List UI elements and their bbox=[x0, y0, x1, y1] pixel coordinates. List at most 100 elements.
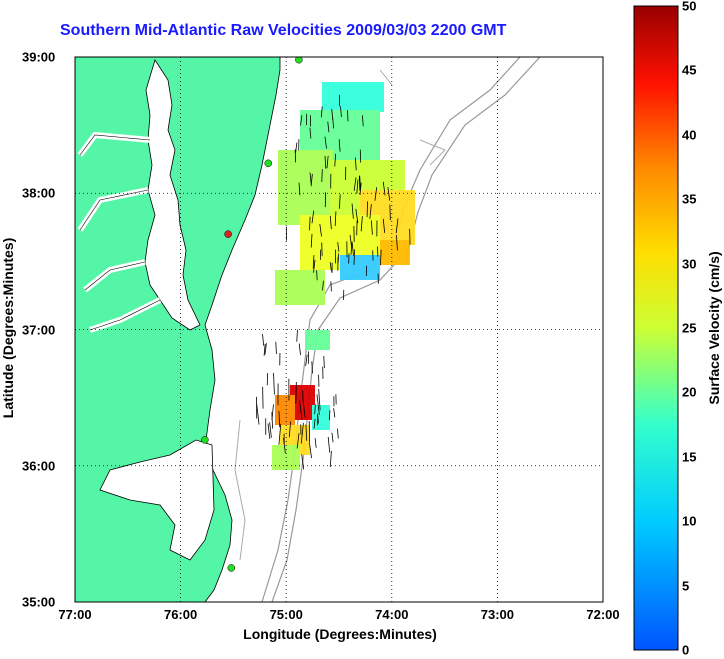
x-tick-label: 74:00 bbox=[375, 607, 409, 622]
hf-radar-stations bbox=[201, 57, 303, 572]
velocity-arrow bbox=[380, 249, 382, 266]
velocity-arrow bbox=[369, 204, 372, 219]
velocity-arrow bbox=[310, 233, 313, 248]
velocity-arrow bbox=[271, 412, 273, 429]
velocity-arrow bbox=[264, 343, 267, 355]
colorbar-tick: 15 bbox=[682, 449, 697, 465]
velocity-arrow bbox=[275, 341, 277, 354]
velocity-arrow bbox=[334, 211, 337, 226]
plot-frame bbox=[74, 56, 604, 603]
velocity-arrow bbox=[301, 454, 305, 470]
grid-lines bbox=[75, 57, 603, 602]
velocity-arrow bbox=[311, 361, 313, 374]
velocity-arrow bbox=[329, 262, 332, 272]
velocity-arrow bbox=[340, 106, 342, 118]
y-tick-label: 37:00 bbox=[22, 322, 56, 337]
velocity-arrow bbox=[353, 177, 357, 191]
velocity-arrow bbox=[324, 136, 327, 149]
velocity-arrow bbox=[267, 423, 271, 439]
colorbar-tick: 40 bbox=[682, 127, 697, 143]
velocity-arrow bbox=[263, 343, 266, 356]
velocity-arrow bbox=[318, 389, 321, 411]
velocity-arrow bbox=[395, 218, 399, 234]
colorbar bbox=[633, 5, 679, 651]
y-tick-label: 39:00 bbox=[22, 49, 56, 65]
colorbar-tick: 30 bbox=[682, 256, 697, 272]
velocity-arrow bbox=[329, 215, 332, 230]
y-axis-label: Latitude (Degrees:Minutes) bbox=[0, 237, 16, 419]
velocity-arrow bbox=[309, 443, 312, 459]
velocity-arrow bbox=[278, 423, 282, 445]
colorbar-tick: 20 bbox=[682, 384, 697, 400]
radar-station-marker bbox=[201, 436, 209, 444]
velocity-arrow bbox=[309, 127, 312, 139]
velocity-arrow bbox=[387, 187, 391, 201]
velocity-arrow bbox=[354, 157, 357, 171]
x-tick-label: 73:00 bbox=[480, 607, 515, 622]
colorbar-tick: 45 bbox=[682, 62, 697, 78]
velocity-arrow bbox=[283, 437, 286, 454]
velocity-arrow bbox=[323, 355, 325, 369]
bathymetry-contour-2 bbox=[271, 57, 541, 602]
velocity-arrow bbox=[351, 242, 354, 256]
velocity-arrow bbox=[358, 176, 361, 191]
velocity-arrow bbox=[273, 372, 275, 395]
velocity-arrow bbox=[355, 208, 359, 224]
velocity-arrow bbox=[331, 432, 334, 443]
velocity-arrow bbox=[328, 410, 331, 421]
velocity-arrow bbox=[338, 139, 341, 152]
velocity-arrow bbox=[313, 259, 316, 273]
colorbar-tick: 10 bbox=[682, 513, 697, 529]
velocity-arrow bbox=[316, 394, 320, 415]
velocity-arrow bbox=[311, 210, 315, 224]
velocity-arrow bbox=[356, 179, 359, 194]
velocity-arrow bbox=[382, 218, 386, 233]
velocity-arrow bbox=[349, 234, 353, 248]
velocity-arrow bbox=[337, 428, 339, 439]
velocity-arrow bbox=[333, 408, 336, 418]
velocity-arrow bbox=[314, 404, 316, 415]
colorbar-tick: 25 bbox=[682, 320, 697, 336]
y-tick-label: 38:00 bbox=[22, 185, 56, 201]
velocity-arrow bbox=[310, 173, 313, 187]
radar-station-marker bbox=[227, 564, 236, 572]
velocity-arrow bbox=[278, 410, 281, 428]
velocity-arrow bbox=[330, 281, 332, 292]
velocity-arrow bbox=[334, 153, 337, 167]
colorbar-label: Surface Velocity (cm/s) bbox=[706, 251, 722, 405]
velocity-arrow bbox=[300, 115, 303, 126]
colorbar-tick: 0 bbox=[682, 642, 690, 658]
x-tick-label: 75:00 bbox=[269, 607, 303, 622]
bathymetry-contour bbox=[261, 57, 521, 602]
y-tick-label: 35:00 bbox=[22, 594, 56, 610]
radar-station-marker bbox=[264, 159, 272, 168]
velocity-arrow bbox=[339, 194, 341, 209]
velocity-arrow bbox=[295, 381, 297, 404]
velocity-arrow bbox=[299, 399, 303, 420]
velocity-arrow bbox=[370, 220, 373, 235]
map-title: Southern Mid-Atlantic Raw Velocities 200… bbox=[60, 22, 507, 39]
velocity-arrow bbox=[320, 106, 323, 118]
velocity-arrow bbox=[374, 187, 378, 201]
velocity-arrow bbox=[326, 155, 329, 169]
velocity-arrow bbox=[295, 142, 298, 153]
radar-station-marker bbox=[224, 230, 232, 238]
velocity-arrow bbox=[327, 121, 330, 133]
velocity-arrow bbox=[319, 223, 322, 237]
x-tick-label: 77:00 bbox=[58, 607, 92, 622]
velocity-arrows bbox=[256, 95, 411, 470]
colorbar-tick: 50 bbox=[682, 0, 697, 14]
velocity-arrow bbox=[359, 175, 361, 190]
velocity-arrow bbox=[316, 270, 318, 281]
velocity-arrow bbox=[360, 216, 363, 232]
velocity-arrow bbox=[362, 115, 364, 127]
velocity-arrow bbox=[298, 343, 301, 356]
river-outlines bbox=[79, 134, 161, 331]
colorbar-tick: 35 bbox=[682, 191, 697, 207]
x-tick-label: 76:00 bbox=[163, 607, 198, 622]
velocity-arrow bbox=[329, 450, 332, 467]
velocity-arrow bbox=[256, 404, 260, 425]
velocity-arrow bbox=[312, 255, 315, 269]
sound-waters bbox=[99, 439, 215, 561]
